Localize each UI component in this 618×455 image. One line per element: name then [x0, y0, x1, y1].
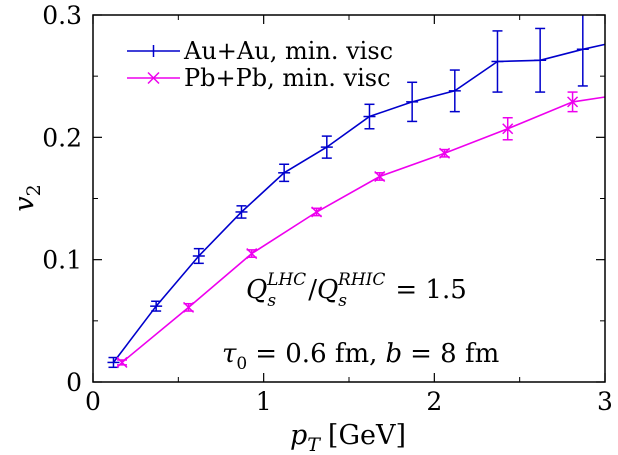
data-point	[374, 170, 386, 183]
legend: Au+Au, min. visc Pb+Pb, min. visc	[127, 37, 393, 92]
data-point	[150, 300, 163, 312]
series-pb-pb	[116, 91, 606, 368]
x-tick-label: 1	[256, 387, 272, 416]
y-tick-label: 0.2	[42, 123, 82, 152]
data-point	[116, 356, 128, 368]
series-group	[107, 15, 606, 369]
data-point	[235, 205, 248, 219]
data-point	[320, 135, 333, 159]
cross-marker	[246, 248, 258, 260]
data-point	[439, 147, 451, 159]
y-tick-label: 0.1	[42, 246, 82, 275]
data-point	[567, 91, 579, 113]
legend-label-pb-pb: Pb+Pb, min. visc	[184, 64, 391, 92]
data-point	[246, 248, 258, 260]
data-point	[278, 163, 291, 183]
data-point	[576, 15, 589, 87]
y-tick-label: 0.3	[42, 1, 82, 30]
data-point	[311, 206, 323, 218]
data-point	[406, 81, 419, 123]
data-point	[192, 247, 205, 265]
legend-item-pb-pb: Pb+Pb, min. visc	[127, 64, 391, 92]
data-point	[183, 301, 195, 313]
y-axis-label: v2	[9, 184, 45, 211]
cross-marker	[311, 206, 323, 218]
cross-marker	[567, 96, 579, 108]
cross-marker	[439, 147, 451, 159]
series-au-au	[107, 15, 606, 369]
cross-marker	[374, 170, 386, 183]
data-point	[363, 103, 376, 130]
data-point	[448, 69, 461, 113]
annotation-parameters: τ0 = 0.6 fm, b = 8 fm	[222, 339, 499, 374]
annotation-saturation-ratio: QsLHC/QsRHIC = 1.5	[246, 270, 467, 311]
x-tick-label: 2	[426, 387, 442, 416]
cross-marker	[183, 301, 195, 313]
data-point	[107, 356, 120, 369]
legend-label-au-au: Au+Au, min. visc	[183, 37, 393, 65]
cross-marker	[502, 123, 514, 135]
x-tick-label: 3	[597, 387, 613, 416]
x-axis-label: pT [GeV]	[290, 420, 406, 455]
series-line	[112, 43, 606, 363]
data-point	[502, 117, 514, 141]
y-tick-label: 0	[66, 368, 82, 397]
cross-marker	[116, 356, 128, 368]
data-point	[534, 27, 547, 93]
series-line	[121, 96, 606, 364]
x-tick-label: 0	[85, 387, 101, 416]
legend-item-au-au: Au+Au, min. visc	[127, 37, 393, 65]
plot-frame	[92, 14, 606, 383]
data-point	[491, 30, 504, 93]
